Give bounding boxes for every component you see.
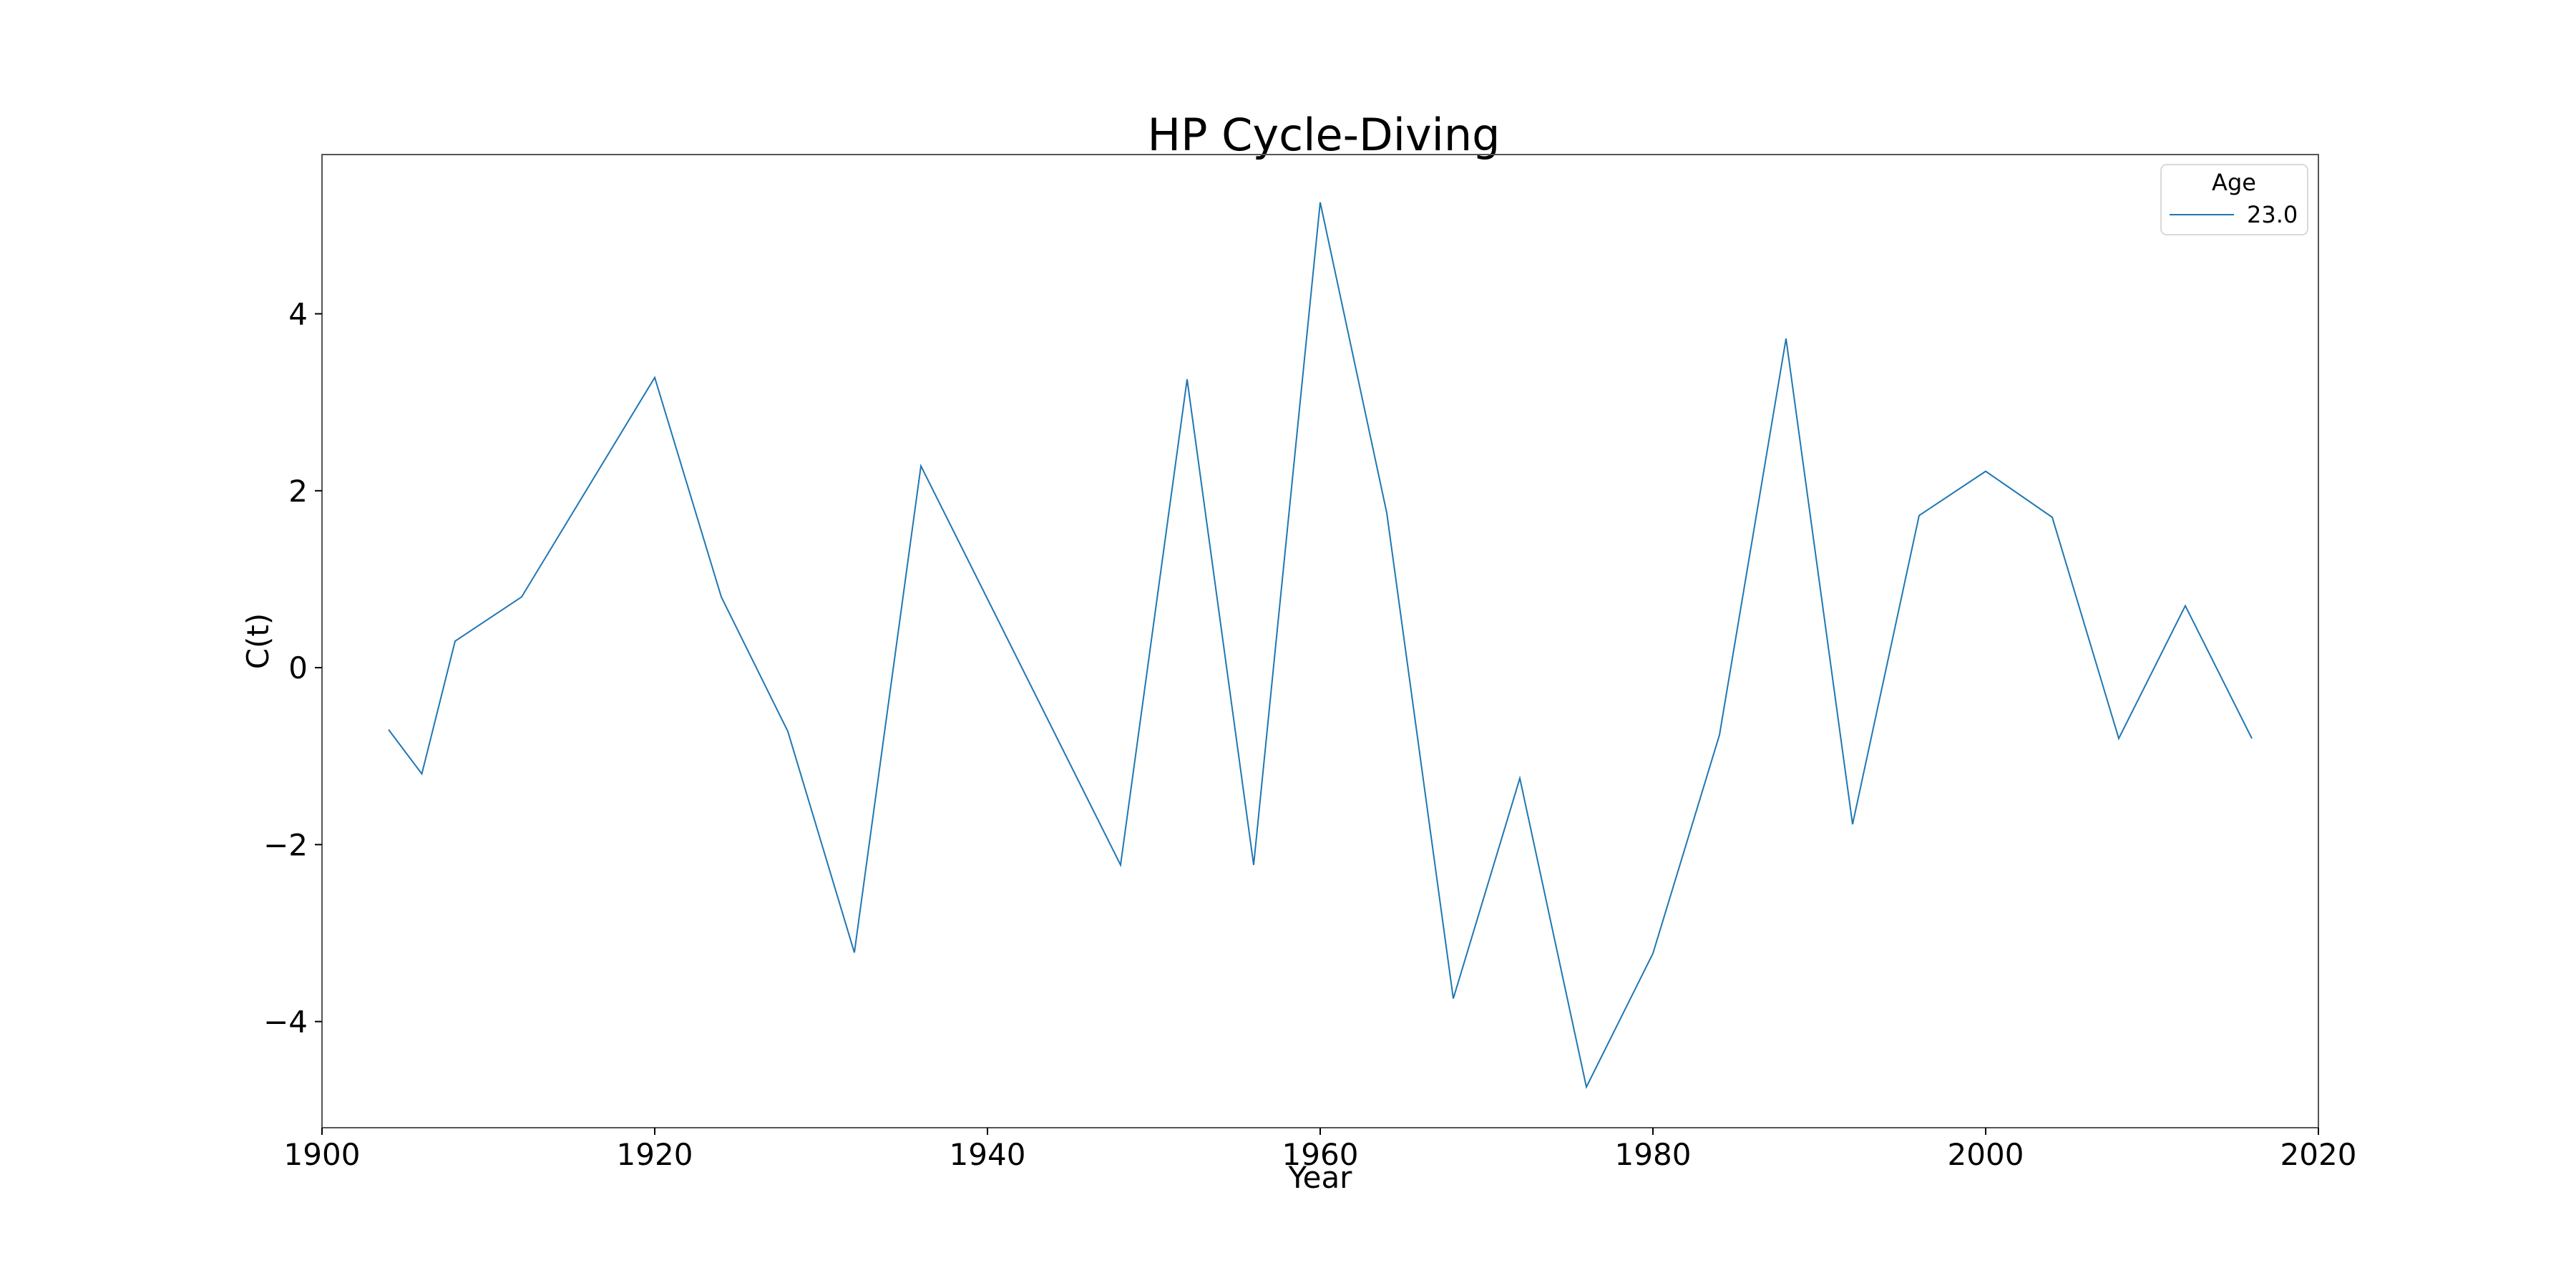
legend-title: Age <box>2212 169 2256 196</box>
legend: Age 23.0 <box>2160 164 2308 235</box>
y-tick-label: 2 <box>288 474 308 509</box>
data-point <box>521 596 522 597</box>
data-point <box>1253 864 1254 866</box>
data-point <box>1719 734 1720 736</box>
y-tick-label: −4 <box>263 1005 308 1040</box>
x-tick-label: 2000 <box>1948 1137 2024 1172</box>
data-point <box>1785 338 1787 339</box>
legend-series-label: 23.0 <box>2247 201 2298 228</box>
data-point <box>1652 952 1654 954</box>
data-point <box>421 773 423 774</box>
y-tick-label: 0 <box>288 650 308 686</box>
data-point <box>721 596 722 597</box>
data-point <box>2118 738 2119 739</box>
x-tick-label: 1920 <box>617 1137 693 1172</box>
x-tick-label: 1900 <box>284 1137 361 1172</box>
x-axis: 1900 1920 1940 1960 1980 2000 2020 <box>284 1128 2357 1172</box>
data-point <box>1985 471 1986 472</box>
y-tick-label: 4 <box>288 297 308 332</box>
series-line <box>388 202 2253 1090</box>
y-axis: −4 −2 0 2 4 <box>263 297 322 1040</box>
data-point <box>654 377 655 379</box>
chart-title: HP Cycle-Diving <box>1147 109 1500 161</box>
data-point <box>920 465 922 467</box>
data-point <box>2185 605 2186 607</box>
data-point <box>854 952 855 953</box>
data-point <box>1852 824 1853 825</box>
data-point <box>2251 738 2253 739</box>
y-axis-label: C(t) <box>240 613 275 670</box>
x-axis-label: Year <box>1288 1160 1353 1195</box>
data-point <box>787 731 789 732</box>
data-point <box>388 729 389 731</box>
series-0 <box>388 202 2253 1090</box>
x-tick-label: 1980 <box>1615 1137 1692 1172</box>
data-point <box>1319 202 1321 203</box>
x-tick-label: 1940 <box>950 1137 1026 1172</box>
data-point <box>1186 379 1188 380</box>
series-group <box>388 202 2253 1090</box>
y-tick-label: −2 <box>263 827 308 862</box>
data-point <box>1120 864 1121 866</box>
data-point <box>1453 997 1454 999</box>
x-tick-label: 2020 <box>2280 1137 2357 1172</box>
data-point <box>1386 512 1387 514</box>
data-point <box>1918 514 1920 516</box>
data-point <box>1519 778 1521 779</box>
x-tick-label: 1960 <box>1282 1137 1359 1172</box>
data-point <box>2051 517 2053 518</box>
data-point <box>454 640 456 642</box>
plot-area-frame <box>321 154 2319 1128</box>
legend-box <box>2160 164 2308 235</box>
data-point <box>1586 1086 1587 1088</box>
